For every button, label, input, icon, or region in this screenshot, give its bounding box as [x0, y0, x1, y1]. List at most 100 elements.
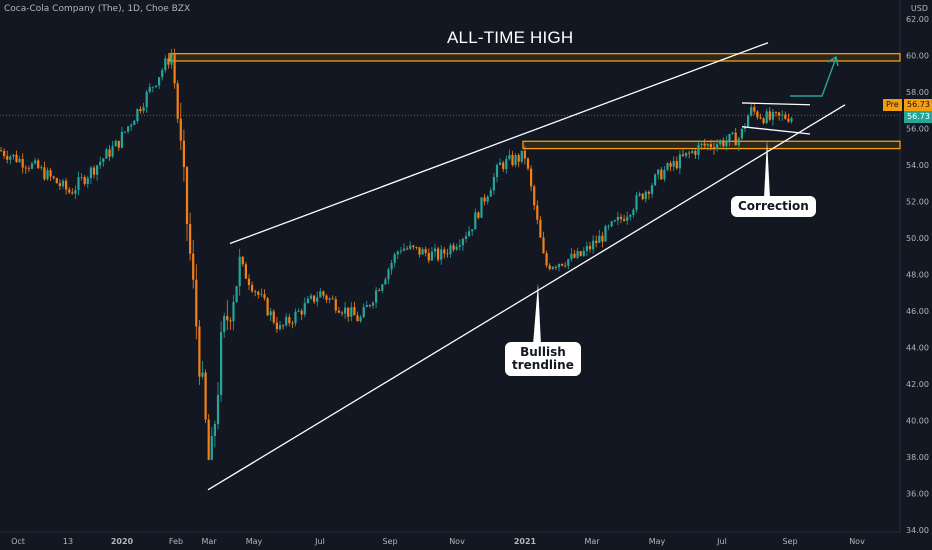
candle: [573, 249, 576, 259]
candle: [278, 320, 282, 331]
candle: [161, 67, 164, 81]
candle-body: [712, 147, 716, 150]
candle-body: [306, 298, 309, 304]
candle: [539, 216, 542, 238]
x-tick-label: Nov: [449, 537, 465, 546]
candle: [452, 242, 455, 252]
candle: [154, 85, 158, 88]
candle-body: [89, 167, 92, 179]
candle: [108, 145, 111, 161]
candle: [251, 281, 254, 293]
candle: [213, 420, 216, 448]
y-axis: 62.00 60.00 58.00 56.00 54.00 52.00 50.00 48.00…: [906, 15, 929, 535]
candle-body: [173, 54, 176, 84]
correction-callout: Correction: [731, 196, 816, 217]
candle: [390, 259, 393, 275]
candle-body: [238, 256, 241, 287]
candle-body: [778, 112, 781, 116]
candle-body: [412, 245, 415, 247]
candle: [768, 107, 771, 122]
candle-body: [55, 178, 58, 184]
candle: [164, 55, 167, 73]
y-tick-label: 52.00: [906, 198, 929, 207]
candle-body: [244, 264, 247, 279]
candle: [80, 173, 83, 181]
x-tick-label: Sep: [782, 537, 797, 546]
candle-body: [557, 263, 561, 268]
candle-body: [691, 151, 694, 154]
candle-body: [663, 170, 666, 180]
candle: [337, 306, 340, 314]
candle: [771, 109, 774, 126]
candle: [471, 229, 474, 236]
candle-body: [443, 249, 446, 254]
candle: [669, 160, 672, 172]
candle-body: [632, 209, 635, 215]
candle: [71, 187, 74, 195]
candle: [378, 288, 381, 292]
candle: [458, 239, 461, 251]
candle-body: [282, 325, 285, 326]
candle-body: [142, 107, 145, 112]
candle-body: [731, 132, 734, 134]
candle: [189, 212, 192, 261]
candle: [601, 231, 604, 248]
candle-body: [9, 156, 12, 160]
candle: [607, 224, 610, 231]
candle: [675, 156, 678, 170]
candle: [362, 303, 365, 319]
candle-body: [254, 291, 257, 293]
candle: [784, 111, 787, 121]
candle-body: [483, 197, 486, 202]
candle-body: [337, 310, 340, 313]
candle: [204, 369, 207, 424]
candle: [592, 235, 595, 254]
candle-body: [210, 435, 213, 460]
y-tick-label: 62.00: [906, 15, 929, 24]
candle: [790, 116, 793, 124]
flag-bottom-line: [741, 126, 811, 135]
candle: [626, 211, 629, 225]
candle: [774, 111, 778, 117]
candle: [334, 296, 337, 314]
candle: [740, 128, 743, 141]
candle: [654, 173, 657, 187]
candle: [722, 137, 725, 149]
candle: [46, 167, 49, 181]
candle-body: [322, 291, 325, 296]
candle: [731, 131, 734, 135]
candle-body: [216, 394, 220, 424]
candle: [598, 229, 601, 243]
candle-body: [105, 149, 108, 159]
x-tick-label: Oct: [11, 537, 25, 546]
candle-body: [347, 307, 350, 317]
candle: [709, 139, 712, 151]
candle-body: [675, 161, 678, 169]
candle: [244, 261, 247, 279]
candle: [468, 226, 471, 237]
candle: [694, 149, 697, 159]
candle: [257, 290, 260, 299]
candle: [554, 265, 557, 271]
candle: [706, 142, 709, 151]
candle-body: [623, 219, 626, 221]
candle-body: [80, 176, 83, 178]
candle-body: [297, 310, 300, 312]
candle-body: [681, 154, 685, 156]
candle-body: [102, 158, 105, 162]
candle: [151, 86, 154, 93]
candle-body: [576, 251, 579, 258]
candle: [167, 53, 170, 69]
candle: [753, 102, 756, 115]
candle: [725, 135, 728, 151]
candles: [0, 48, 793, 461]
candle-body: [678, 154, 681, 169]
candle: [446, 248, 449, 258]
candle: [229, 317, 232, 330]
candle: [99, 156, 102, 169]
candle-body: [204, 372, 207, 420]
candle: [672, 156, 675, 171]
candle: [433, 243, 437, 258]
candle: [781, 110, 784, 121]
